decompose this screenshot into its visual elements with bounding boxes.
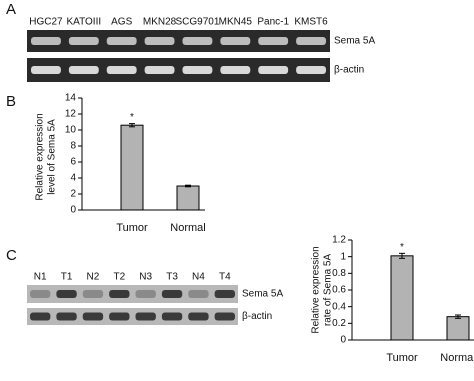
bar bbox=[446, 316, 470, 341]
y-tick-label: 0 bbox=[70, 205, 76, 216]
lane-label: N4 bbox=[192, 272, 205, 283]
panel-label: B bbox=[6, 93, 16, 110]
row-label: Sema 5A bbox=[334, 36, 375, 47]
panel-label: C bbox=[6, 247, 17, 264]
band bbox=[161, 290, 183, 298]
lane-label: N1 bbox=[34, 272, 47, 283]
lane-label: T3 bbox=[166, 272, 178, 283]
y-tick-label: 1.2 bbox=[332, 235, 346, 246]
lane-label: T4 bbox=[219, 272, 231, 283]
band bbox=[68, 37, 99, 45]
y-tick-label: 0.6 bbox=[332, 285, 346, 296]
error-bar bbox=[185, 184, 191, 188]
lane-label: KMST6 bbox=[294, 17, 328, 28]
x-tick-label: Tumor bbox=[116, 222, 148, 234]
band bbox=[258, 66, 289, 74]
lane-label: MKN28 bbox=[143, 17, 177, 28]
annotation: * bbox=[130, 112, 134, 123]
lane-label: MKN45 bbox=[219, 17, 253, 28]
band bbox=[82, 312, 104, 321]
band bbox=[258, 37, 289, 45]
band bbox=[214, 312, 235, 321]
lane-label: N3 bbox=[139, 272, 152, 283]
band bbox=[220, 66, 251, 74]
lane-label: Panc-1 bbox=[257, 17, 289, 28]
y-tick-label: 4 bbox=[70, 173, 76, 184]
y-tick-label: 0.2 bbox=[332, 318, 346, 329]
row-label: Sema 5A bbox=[242, 289, 283, 300]
y-tick-label: 1 bbox=[340, 251, 346, 262]
band bbox=[220, 37, 251, 45]
blot bbox=[27, 30, 330, 52]
band bbox=[106, 66, 137, 74]
band bbox=[106, 37, 137, 45]
y-tick-label: 14 bbox=[65, 93, 77, 104]
y-tick-label: 2 bbox=[70, 189, 76, 200]
lane-label: AGS bbox=[111, 17, 132, 28]
band bbox=[109, 290, 130, 298]
band bbox=[56, 312, 77, 321]
band bbox=[135, 290, 156, 298]
panel-label: A bbox=[6, 1, 16, 18]
band bbox=[56, 290, 77, 298]
band bbox=[31, 37, 61, 45]
band bbox=[182, 66, 213, 74]
band bbox=[30, 312, 51, 321]
band bbox=[109, 312, 130, 321]
y-tick-label: 0 bbox=[340, 335, 346, 346]
band bbox=[188, 290, 209, 298]
lane-label: KATOIII bbox=[66, 17, 101, 28]
band bbox=[188, 312, 209, 321]
row-label: β-actin bbox=[242, 311, 272, 322]
error-bar bbox=[455, 314, 461, 319]
band bbox=[161, 312, 183, 321]
lane-label: T2 bbox=[113, 272, 125, 283]
y-axis-label: level of Sema 5A bbox=[47, 119, 58, 195]
blot bbox=[27, 308, 238, 325]
bar bbox=[120, 124, 144, 211]
lane-label: T1 bbox=[61, 272, 73, 283]
y-tick-label: 12 bbox=[65, 109, 77, 120]
y-tick-label: 6 bbox=[70, 157, 76, 168]
blot bbox=[27, 285, 238, 303]
band bbox=[82, 290, 104, 298]
y-tick-label: 8 bbox=[70, 141, 76, 152]
lane-label: HGC27 bbox=[29, 17, 63, 28]
y-axis-label: rate of Sema 5A bbox=[323, 254, 334, 327]
error-bar bbox=[129, 123, 135, 128]
band bbox=[296, 37, 326, 45]
bar bbox=[176, 185, 200, 211]
x-tick-label: Normal bbox=[170, 222, 205, 234]
band bbox=[182, 37, 213, 45]
bar bbox=[390, 255, 414, 341]
error-bar bbox=[399, 252, 405, 259]
y-tick-label: 10 bbox=[65, 125, 77, 136]
lane-label: SCG9701 bbox=[175, 17, 219, 28]
annotation: * bbox=[400, 242, 404, 253]
band bbox=[31, 66, 61, 74]
y-tick-label: 0.4 bbox=[332, 301, 346, 312]
x-tick-label: Tumor bbox=[386, 352, 418, 364]
x-tick-label: Normal bbox=[440, 352, 474, 364]
band bbox=[30, 290, 51, 298]
y-tick-label: 0.8 bbox=[332, 268, 346, 279]
band bbox=[135, 312, 156, 321]
band bbox=[144, 37, 175, 45]
y-axis-label: Relative expression bbox=[311, 246, 322, 333]
band bbox=[144, 66, 175, 74]
band bbox=[68, 66, 99, 74]
lane-label: N2 bbox=[87, 272, 100, 283]
band bbox=[296, 66, 326, 74]
band bbox=[214, 290, 235, 298]
y-axis-label: Relative expression bbox=[35, 113, 46, 200]
row-label: β-actin bbox=[334, 65, 364, 76]
